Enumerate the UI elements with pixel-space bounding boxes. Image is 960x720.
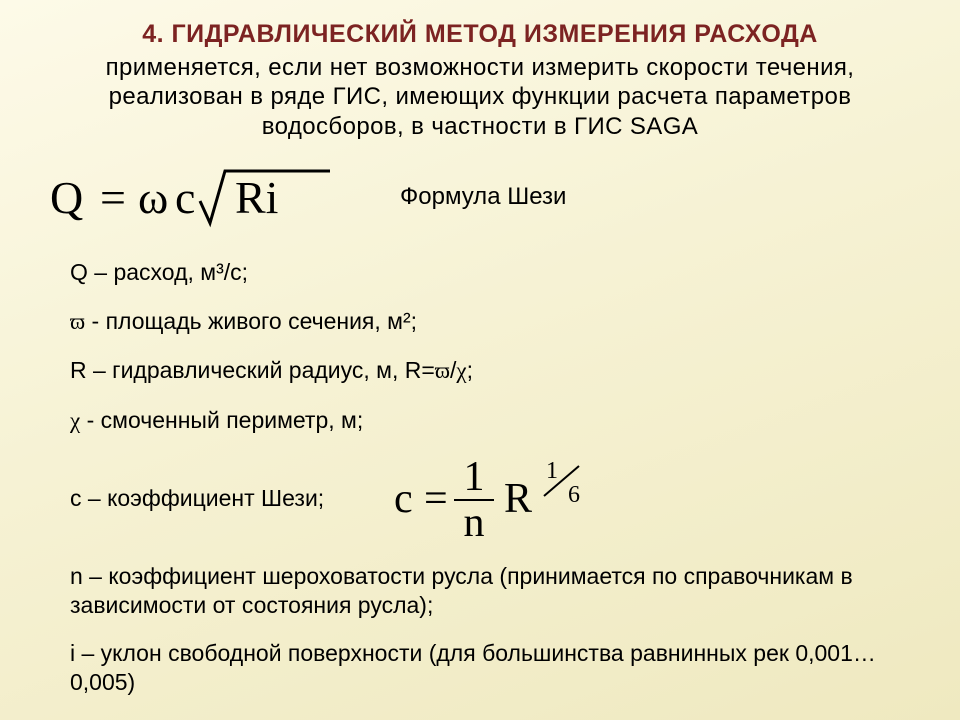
- sym2-c: c: [394, 476, 413, 522]
- sym2-one: 1: [464, 456, 485, 500]
- def-chi: χ - смоченный периметр, м;: [70, 406, 920, 436]
- def-omega-text: - площадь живого сечения, м²;: [85, 308, 417, 334]
- formula-chezy: Q = ω c Ri: [50, 161, 350, 233]
- sym2-exp-num: 1: [546, 458, 558, 484]
- formula-row-chezy: Q = ω c Ri Формула Шези: [50, 161, 920, 233]
- def-c: c – коэффициент Шези;: [70, 484, 324, 513]
- section-subtitle: применяется, если нет возможности измери…: [40, 53, 920, 141]
- formula-manning: c = 1 n R 1 6: [394, 456, 644, 542]
- sym-chi: χ: [70, 408, 80, 433]
- sym2-n: n: [464, 500, 485, 542]
- definitions-list: Q – расход, м³/с; ϖ - площадь живого сеч…: [40, 258, 920, 697]
- def-n: n – коэффициент шероховатости русла (при…: [70, 562, 920, 620]
- section-title: 4. ГИДРАВЛИЧЕСКИЙ МЕТОД ИЗМЕРЕНИЯ РАСХОД…: [40, 20, 920, 49]
- def-omega: ϖ - площадь живого сечения, м²;: [70, 307, 920, 337]
- def-q: Q – расход, м³/с;: [70, 258, 920, 287]
- sym-omega-var: ϖ: [70, 309, 85, 334]
- sym-c: c: [175, 172, 195, 223]
- def-r-pre: R – гидравлический радиус, м, R=: [70, 357, 435, 383]
- def-i: i – уклон свободной поверхности (для бол…: [70, 639, 920, 697]
- sym-Ri: Ri: [235, 172, 278, 223]
- sym-Q: Q: [50, 172, 83, 223]
- sym2-eq: =: [424, 476, 448, 522]
- sym2-R: R: [504, 476, 532, 522]
- def-r: R – гидравлический радиус, м, R=ϖ/χ;: [70, 356, 920, 386]
- sym2-exp-den: 6: [568, 482, 580, 508]
- sym-r-chi: χ: [456, 358, 466, 383]
- formula-label: Формула Шези: [400, 183, 566, 211]
- def-chi-text: - смоченный периметр, м;: [80, 407, 363, 433]
- sym-omega: ω: [138, 172, 168, 223]
- sym-r-omega: ϖ: [435, 358, 450, 383]
- row-c-with-formula: c – коэффициент Шези; c = 1 n R 1 6: [70, 456, 920, 542]
- sym-eq: =: [100, 172, 126, 223]
- sym-r-end: ;: [467, 357, 473, 383]
